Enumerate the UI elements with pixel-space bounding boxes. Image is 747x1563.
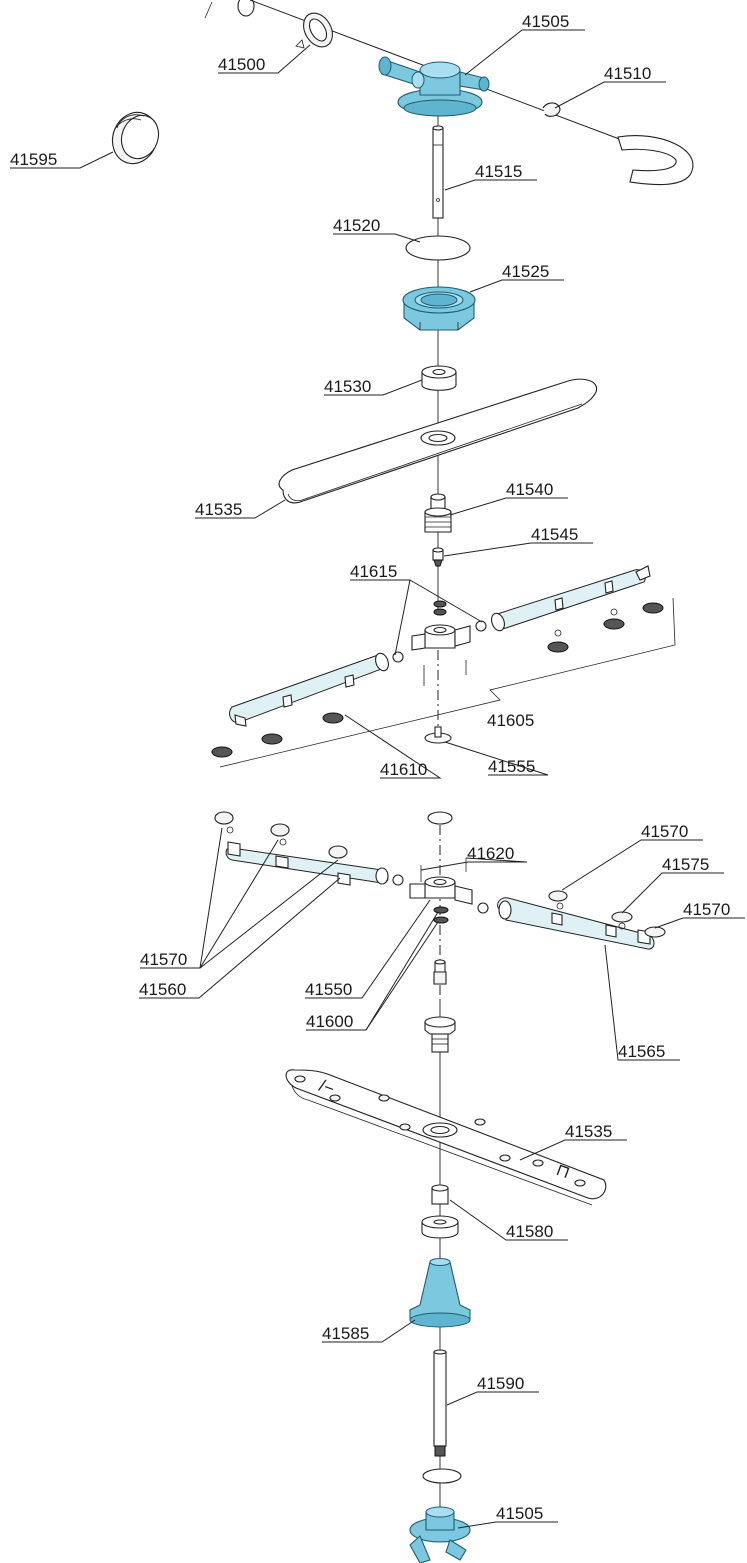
label-41565: 41565 bbox=[618, 1042, 665, 1061]
oring-lower-right bbox=[477, 902, 489, 914]
label-41535-top: 41535 bbox=[195, 500, 242, 519]
label-41555: 41555 bbox=[488, 757, 535, 776]
washer-upper-b bbox=[433, 608, 447, 616]
lower-cross-hub-41550 bbox=[409, 858, 473, 905]
cap-disc-lower bbox=[427, 811, 453, 825]
label-41600: 41600 bbox=[306, 1012, 353, 1031]
part-labels: 41505 41500 41510 41595 41515 41520 4152… bbox=[10, 12, 730, 1523]
label-41510: 41510 bbox=[604, 64, 651, 83]
small-valve-41545 bbox=[432, 547, 444, 567]
shaft-41515 bbox=[432, 125, 444, 219]
threaded-nut-41525 bbox=[402, 286, 476, 331]
lower-arm-right-tube-41565 bbox=[497, 890, 666, 950]
ring-washer bbox=[421, 1215, 459, 1239]
upper-arm-right-tube bbox=[491, 565, 664, 653]
label-41535-bottom: 41535 bbox=[565, 1122, 612, 1141]
lower-hub-41505 bbox=[409, 1506, 471, 1563]
label-41525: 41525 bbox=[502, 262, 549, 281]
upper-hub-41505 bbox=[378, 56, 490, 117]
label-41590: 41590 bbox=[477, 1374, 524, 1393]
label-41545: 41545 bbox=[531, 525, 578, 544]
seal-ring-lower bbox=[422, 1468, 462, 1484]
cone-support-41585 bbox=[409, 1258, 471, 1328]
washer-upper-a bbox=[433, 600, 447, 608]
label-41580: 41580 bbox=[506, 1222, 553, 1241]
disc-41555 bbox=[424, 726, 452, 744]
sleeve-41580 bbox=[431, 1184, 449, 1205]
label-41585: 41585 bbox=[322, 1324, 369, 1343]
oring-right bbox=[475, 620, 487, 632]
upper-cross-hub bbox=[411, 624, 471, 686]
label-41520: 41520 bbox=[333, 216, 380, 235]
valve-41600 bbox=[433, 959, 447, 985]
label-41505-top: 41505 bbox=[522, 12, 569, 31]
label-41560: 41560 bbox=[139, 980, 186, 999]
upper-assembly-bracket bbox=[219, 597, 676, 768]
oring-lower-left bbox=[392, 874, 404, 886]
label-41550: 41550 bbox=[305, 980, 352, 999]
label-41515: 41515 bbox=[475, 162, 522, 181]
lower-spray-arm-41535: /− ⊓ bbox=[285, 1069, 607, 1206]
oring-left bbox=[392, 651, 404, 663]
washer-lower-b bbox=[433, 916, 449, 924]
upper-spray-arm-41535 bbox=[278, 378, 598, 504]
label-41605: 41605 bbox=[487, 711, 534, 730]
hose-clamp-41500 bbox=[295, 12, 333, 49]
upper-arm-left-tube bbox=[211, 652, 389, 758]
lower-hub-adapter bbox=[424, 1016, 456, 1053]
label-41540: 41540 bbox=[506, 480, 553, 499]
label-41570-a: 41570 bbox=[641, 822, 688, 841]
cap-41595 bbox=[111, 111, 160, 165]
label-41620: 41620 bbox=[467, 844, 514, 863]
lower-arm-left-tube-41560 bbox=[214, 811, 389, 886]
seal-ring-41520 bbox=[405, 235, 471, 261]
shaft-41590 bbox=[433, 1349, 447, 1457]
label-41610: 41610 bbox=[380, 760, 427, 779]
label-41570-c: 41570 bbox=[140, 950, 187, 969]
leader-lines bbox=[10, 29, 745, 1529]
arm-mark-right: ⊓ bbox=[554, 1160, 573, 1182]
label-41530: 41530 bbox=[324, 377, 371, 396]
label-41575: 41575 bbox=[662, 855, 709, 874]
arm-mark-left: /− bbox=[317, 1076, 337, 1099]
label-41615: 41615 bbox=[350, 562, 397, 581]
label-41505-bottom: 41505 bbox=[496, 1504, 543, 1523]
label-41595: 41595 bbox=[10, 150, 57, 169]
bushing-41530 bbox=[421, 365, 457, 391]
label-41570-b: 41570 bbox=[683, 900, 730, 919]
label-41500: 41500 bbox=[218, 55, 265, 74]
retaining-clip-41510 bbox=[542, 102, 561, 117]
hub-adapter-41540 bbox=[424, 493, 452, 533]
washer-lower-a bbox=[433, 906, 449, 914]
